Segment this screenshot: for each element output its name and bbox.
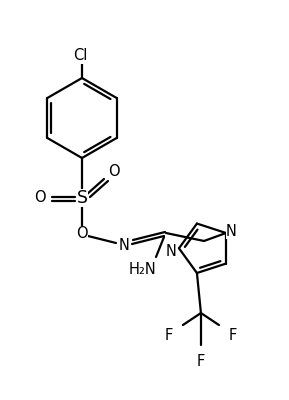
Text: N: N bbox=[225, 224, 236, 238]
Text: S: S bbox=[77, 189, 88, 207]
Text: Cl: Cl bbox=[73, 48, 87, 64]
Text: N: N bbox=[118, 238, 129, 252]
Text: H₂N: H₂N bbox=[128, 262, 156, 276]
Text: O: O bbox=[34, 190, 46, 206]
Text: O: O bbox=[76, 226, 88, 240]
Text: N: N bbox=[166, 244, 176, 259]
Text: O: O bbox=[108, 164, 120, 180]
Text: F: F bbox=[229, 328, 237, 342]
Text: F: F bbox=[197, 354, 205, 368]
Text: F: F bbox=[165, 328, 173, 342]
